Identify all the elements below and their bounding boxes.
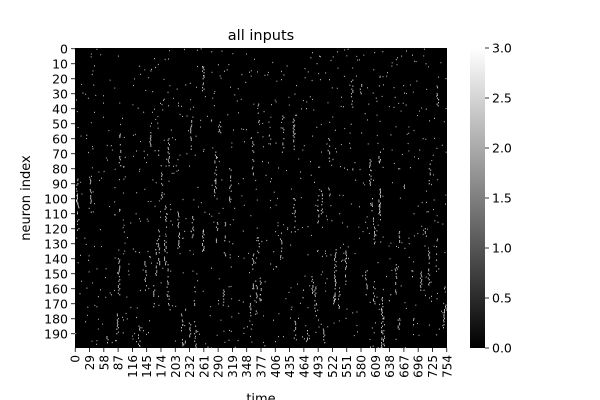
x-tick-label: 319 bbox=[226, 355, 240, 378]
spike-layer bbox=[75, 48, 448, 350]
x-tick-label: 29 bbox=[83, 355, 97, 370]
colorbar-tick-label: 3.0 bbox=[492, 41, 512, 56]
x-tick-label: 377 bbox=[255, 355, 269, 378]
x-tick-label: 464 bbox=[297, 355, 311, 378]
x-tick-label: 203 bbox=[169, 355, 183, 378]
y-tick-label: 100 bbox=[44, 191, 68, 206]
y-tick-label: 60 bbox=[52, 131, 68, 146]
heatmap-background bbox=[75, 48, 447, 348]
colorbar bbox=[470, 48, 485, 348]
x-tick-label: 116 bbox=[126, 355, 140, 378]
y-tick-label: 190 bbox=[44, 326, 68, 341]
x-tick-label: 87 bbox=[112, 355, 126, 370]
y-tick-label: 20 bbox=[52, 71, 68, 86]
x-tick-label: 696 bbox=[412, 355, 426, 378]
x-tick-label: 551 bbox=[340, 355, 354, 378]
x-tick-label: 493 bbox=[312, 355, 326, 378]
y-tick-label: 80 bbox=[52, 161, 68, 176]
x-tick-label: 725 bbox=[426, 355, 440, 378]
x-tick-label: 580 bbox=[355, 355, 369, 378]
x-tick-label: 435 bbox=[283, 355, 297, 378]
y-tick-label: 150 bbox=[44, 266, 68, 281]
colorbar-tick-label: 1.0 bbox=[492, 241, 512, 256]
y-tick-label: 30 bbox=[52, 86, 68, 101]
x-tick-label: 261 bbox=[197, 355, 211, 378]
colorbar-tick-label: 0.5 bbox=[492, 291, 512, 306]
y-tick-label: 50 bbox=[52, 116, 68, 131]
x-tick-label: 522 bbox=[326, 355, 340, 378]
x-tick-label: 0 bbox=[69, 355, 83, 363]
chart-title: all inputs bbox=[228, 28, 294, 44]
colorbar-tick-label: 2.0 bbox=[492, 141, 512, 156]
x-axis-label: time bbox=[246, 392, 275, 400]
x-axis-ticks: 0 29 58 87 116 145 174 203 232 261 290 319 348 377 406… bbox=[69, 348, 454, 378]
x-tick-label: 638 bbox=[383, 355, 397, 378]
y-tick-label: 0 bbox=[60, 41, 68, 56]
y-tick-label: 110 bbox=[44, 206, 68, 221]
y-tick-label: 10 bbox=[52, 56, 68, 71]
x-tick-label: 58 bbox=[97, 355, 111, 370]
x-tick-label: 145 bbox=[140, 355, 154, 378]
y-tick-label: 120 bbox=[44, 221, 68, 236]
colorbar-tick-label: 0.0 bbox=[492, 341, 512, 356]
x-tick-label: 348 bbox=[240, 355, 254, 378]
y-tick-label: 40 bbox=[52, 101, 68, 116]
y-axis-ticks: 0102030405060708090100110120130140150160… bbox=[44, 41, 75, 341]
spike-marks bbox=[75, 48, 448, 350]
y-tick-label: 170 bbox=[44, 296, 68, 311]
x-tick-label: 754 bbox=[440, 355, 454, 378]
heatmap-area bbox=[75, 48, 448, 350]
colorbar-tick-label: 1.5 bbox=[492, 191, 512, 206]
y-tick-label: 140 bbox=[44, 251, 68, 266]
x-tick-label: 290 bbox=[212, 355, 226, 378]
x-tick-label: 174 bbox=[154, 355, 168, 378]
colorbar-tick-label: 2.5 bbox=[492, 91, 512, 106]
x-tick-label: 667 bbox=[397, 355, 411, 378]
x-tick-label: 406 bbox=[269, 355, 283, 378]
y-tick-label: 90 bbox=[52, 176, 68, 191]
colorbar-ticks: 0.0 0.5 1.0 1.5 2.0 2.5 3.0 bbox=[485, 41, 512, 356]
y-tick-label: 180 bbox=[44, 311, 68, 326]
x-tick-label: 609 bbox=[369, 355, 383, 378]
y-axis-label: neuron index bbox=[19, 155, 34, 241]
y-tick-label: 130 bbox=[44, 236, 68, 251]
y-tick-label: 160 bbox=[44, 281, 68, 296]
x-tick-label: 232 bbox=[183, 355, 197, 378]
y-tick-label: 70 bbox=[52, 146, 68, 161]
